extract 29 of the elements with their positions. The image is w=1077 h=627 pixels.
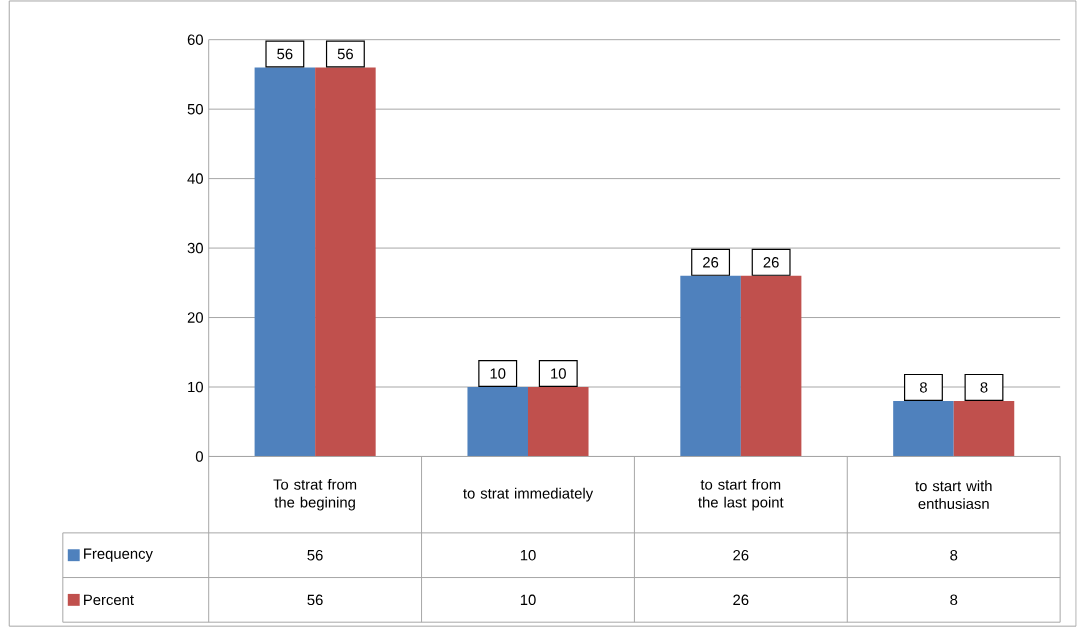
data-label: 10 [520,594,536,606]
annotation: 56 [277,48,293,60]
x-tick-label: to start with enthusiasn [915,480,992,509]
x-tick-label: To strat from the begining [273,478,357,511]
legend-label: Percent [84,594,134,605]
y-tick-label: 60 [187,34,203,45]
data-label: 56 [307,594,323,606]
annotation: 8 [919,382,927,393]
y-tick-label: 30 [187,242,203,254]
y-tick-label: 40 [187,173,203,184]
data-label: 56 [307,549,323,561]
y-tick-label: 10 [188,381,203,393]
x-tick-label: to start from the last point [698,478,784,511]
y-tick-label: 20 [187,312,203,323]
data-label: 8 [950,594,958,606]
annotation: 56 [337,48,353,60]
annotation: 26 [703,257,719,268]
data-label: 8 [950,549,958,561]
x-tick-label: to strat immediately [463,487,594,502]
annotation: 26 [763,257,779,268]
data-label: 10 [520,549,536,561]
y-tick-label: 50 [187,103,203,115]
y-tick-label: 0 [195,451,203,462]
data-label: 26 [733,549,749,561]
legend-label: Frequency [84,548,153,562]
annotation: 10 [551,368,566,379]
annotation: 8 [980,382,988,393]
data-label: 26 [733,594,749,606]
annotation: 10 [490,368,506,379]
